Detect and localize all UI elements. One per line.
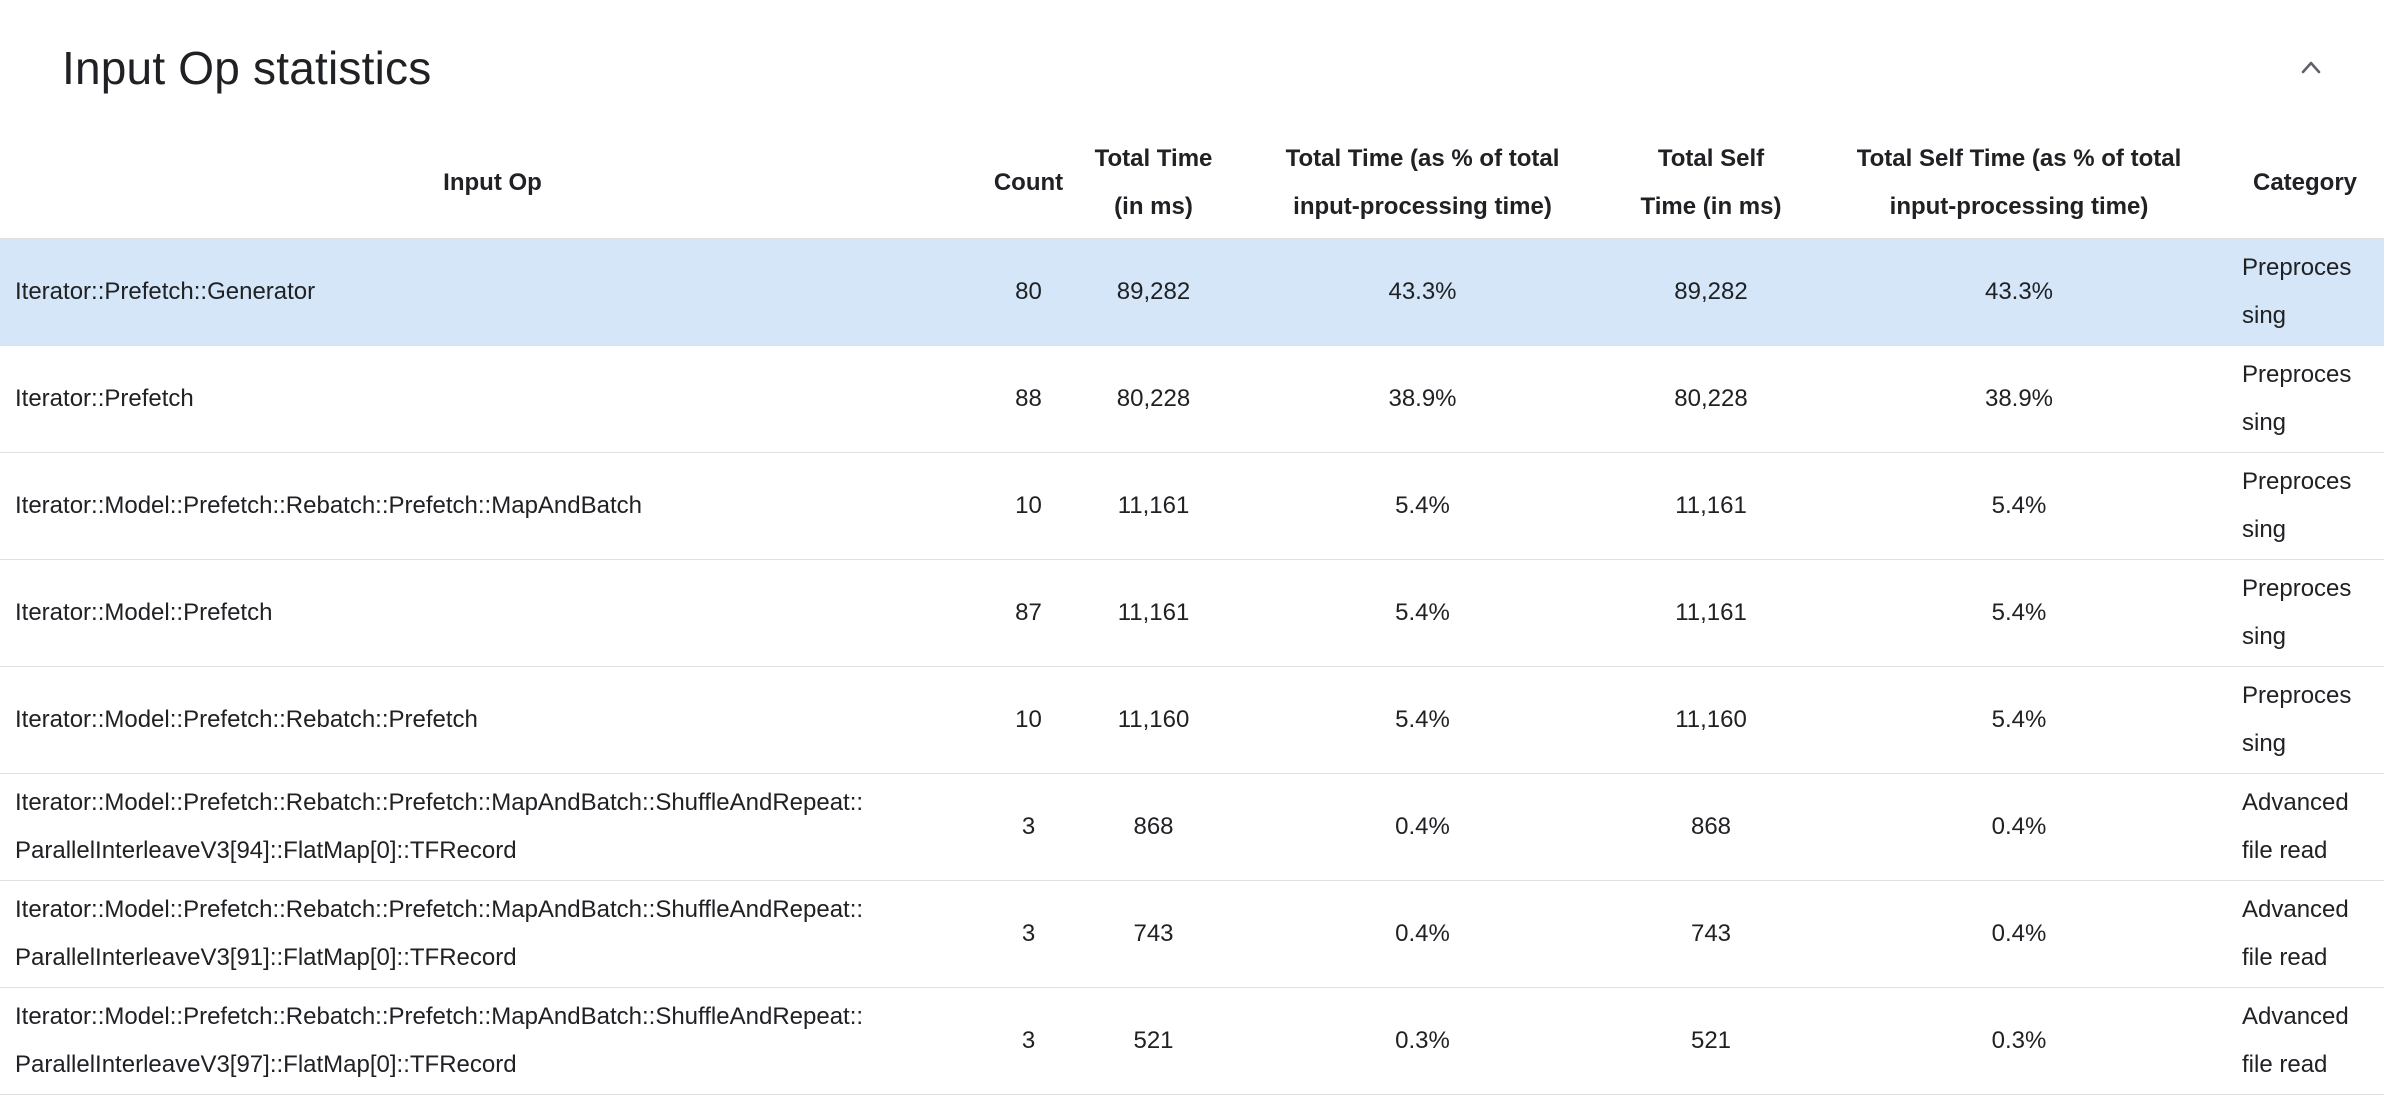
column-header-count: Count: [993, 169, 1064, 197]
cell-self_time: 521: [1610, 986, 1812, 1095]
cell-total_time: 868: [1072, 772, 1235, 880]
cell-category: Advanced file read: [2226, 772, 2384, 880]
cell-category: Preprocessing: [2226, 237, 2384, 345]
cell-total_time_pct: 0.4%: [1235, 879, 1610, 987]
cell-category: Preprocessing: [2226, 344, 2384, 452]
cell-count: 3: [985, 879, 1072, 987]
cell-total_time_pct: 43.3%: [1235, 237, 1610, 345]
cell-category: Preprocessing: [2226, 665, 2384, 773]
cell-count: 10: [985, 665, 1072, 773]
cell-total_time: 11,161: [1072, 558, 1235, 666]
cell-op: Iterator::​Model::​Prefetch: [0, 558, 985, 666]
cell-count: 10: [985, 451, 1072, 559]
cell-self_time_pct: 38.9%: [1812, 344, 2226, 452]
cell-total_time: 89,282: [1072, 237, 1235, 345]
cell-total_time: 11,160: [1072, 665, 1235, 773]
cell-self_time_pct: 0.3%: [1812, 986, 2226, 1095]
cell-category: Preprocessing: [2226, 451, 2384, 559]
cell-op: Iterator::​Model::​Prefetch::​Rebatch::​…: [0, 451, 985, 559]
chevron-up-icon: [2294, 51, 2328, 85]
table-row[interactable]: Iterator::​Model::​Prefetch::​Rebatch::​…: [0, 986, 2384, 1095]
table-row[interactable]: Iterator::​Model::​Prefetch 87 11,161 5.4% 1…: [0, 558, 2384, 666]
column-header-op: Input Op: [443, 169, 542, 197]
cell-self_time_pct: 5.4%: [1812, 558, 2226, 666]
cell-op: Iterator::​Prefetch: [0, 344, 985, 452]
cell-count: 3: [985, 986, 1072, 1095]
cell-total_time: 743: [1072, 879, 1235, 987]
column-header-self_time: Total Self Time (in ms): [1640, 145, 1782, 221]
table-row[interactable]: Iterator::​Model::​Prefetch::​Rebatch::​…: [0, 772, 2384, 880]
cell-total_time_pct: 5.4%: [1235, 451, 1610, 559]
cell-op: Iterator::​Model::​Prefetch::​Rebatch::​…: [0, 879, 985, 987]
cell-count: 80: [985, 237, 1072, 345]
cell-total_time_pct: 0.3%: [1235, 986, 1610, 1095]
cell-count: 87: [985, 558, 1072, 666]
cell-self_time: 743: [1610, 879, 1812, 987]
cell-total_time_pct: 5.4%: [1235, 665, 1610, 773]
cell-self_time_pct: 0.4%: [1812, 879, 2226, 987]
cell-self_time_pct: 43.3%: [1812, 237, 2226, 345]
cell-self_time: 11,161: [1610, 451, 1812, 559]
cell-count: 3: [985, 772, 1072, 880]
cell-op: Iterator::​Prefetch::​Generator: [0, 237, 985, 345]
cell-count: 88: [985, 344, 1072, 452]
collapse-button[interactable]: [2290, 47, 2332, 89]
table-row[interactable]: Iterator::​Model::​Prefetch::​Rebatch::​…: [0, 879, 2384, 987]
table-header-row: Input Op Count Total Time (in ms) Total Tim…: [0, 129, 2384, 238]
table-row[interactable]: Iterator::​Prefetch 88 80,228 38.9% 80,228 38…: [0, 344, 2384, 452]
cell-op: Iterator::​Model::​Prefetch::​Rebatch::​…: [0, 986, 985, 1095]
cell-self_time: 80,228: [1610, 344, 1812, 452]
cell-self_time: 11,161: [1610, 558, 1812, 666]
cell-total_time_pct: 0.4%: [1235, 772, 1610, 880]
cell-total_time_pct: 5.4%: [1235, 558, 1610, 666]
table-row[interactable]: Iterator::​Model::​Prefetch::​Rebatch::​…: [0, 451, 2384, 559]
cell-self_time_pct: 5.4%: [1812, 451, 2226, 559]
cell-self_time_pct: 0.4%: [1812, 772, 2226, 880]
column-header-total_time: Total Time (in ms): [1094, 145, 1213, 221]
column-header-total_time_pct: Total Time (as % of total input-processi…: [1285, 145, 1560, 221]
input-op-statistics-table: Input Op Count Total Time (in ms) Total Tim…: [0, 129, 2384, 1095]
page-title: Input Op statistics: [62, 41, 432, 94]
cell-self_time: 11,160: [1610, 665, 1812, 773]
cell-op: Iterator::​Model::​Prefetch::​Rebatch::​…: [0, 665, 985, 773]
cell-total_time_pct: 38.9%: [1235, 344, 1610, 452]
cell-category: Advanced file read: [2226, 879, 2384, 987]
column-header-category: Category: [2252, 169, 2358, 197]
cell-self_time_pct: 5.4%: [1812, 665, 2226, 773]
cell-category: Advanced file read: [2226, 986, 2384, 1095]
table-row[interactable]: Iterator::​Prefetch::​Generator 80 89,282 4…: [0, 237, 2384, 345]
cell-total_time: 80,228: [1072, 344, 1235, 452]
cell-self_time: 868: [1610, 772, 1812, 880]
cell-category: Preprocessing: [2226, 558, 2384, 666]
cell-self_time: 89,282: [1610, 237, 1812, 345]
cell-total_time: 11,161: [1072, 451, 1235, 559]
section-header: Input Op statistics: [0, 0, 2384, 129]
cell-total_time: 521: [1072, 986, 1235, 1095]
table-row[interactable]: Iterator::​Model::​Prefetch::​Rebatch::​…: [0, 665, 2384, 773]
column-header-self_time_pct: Total Self Time (as % of total input-pro…: [1856, 145, 2182, 221]
cell-op: Iterator::​Model::​Prefetch::​Rebatch::​…: [0, 772, 985, 880]
